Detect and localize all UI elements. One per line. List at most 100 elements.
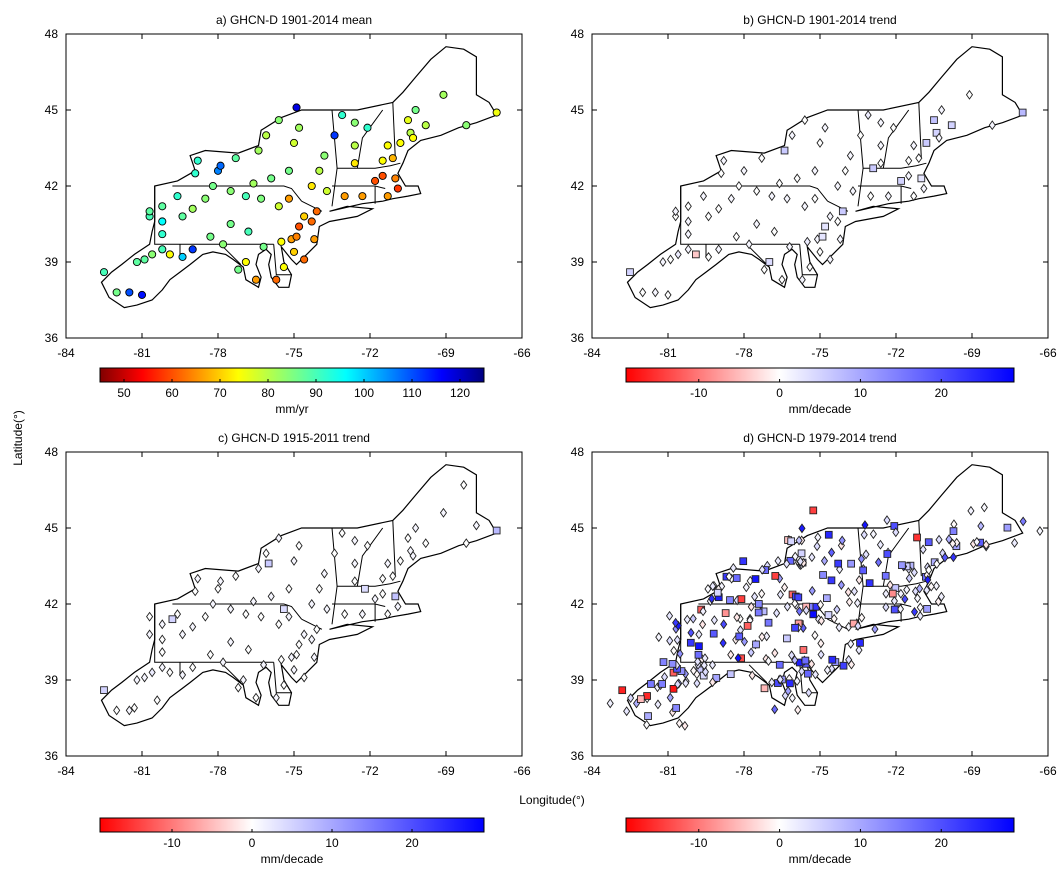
station-marker [802,605,810,616]
station-marker [363,540,372,551]
y-tick-label: 36 [571,331,585,345]
station-marker-significant [804,669,812,678]
station-marker [284,166,293,175]
station-marker [153,695,161,706]
panel-title: b) GHCN-D 1901-2014 trend [743,13,896,27]
station-marker [700,660,708,671]
station-marker [890,596,898,606]
station-marker [606,698,614,709]
station-marker [855,575,863,586]
station-marker [396,555,404,566]
station-marker [277,654,285,665]
station-marker [670,645,678,656]
x-tick-label: -75 [811,764,829,778]
colorbar-tick-label: 10 [325,836,339,850]
station-marker-significant [783,634,791,643]
station-marker [307,217,316,226]
station-marker-significant [818,232,827,241]
y-tick-label: 45 [571,521,585,535]
state-border [680,186,800,245]
state-border [356,527,384,587]
station-marker [241,257,250,267]
station-marker-significant [930,116,938,124]
station-marker [826,254,834,265]
colorbar-tick-label: 50 [117,386,131,400]
station-marker [341,609,349,620]
station-marker [674,679,682,690]
station-marker [897,588,905,599]
station-marker [684,244,692,255]
station-marker [811,630,819,641]
station-marker [760,264,768,275]
station-marker [338,111,347,120]
station-marker [148,250,157,259]
station-marker [729,563,737,573]
station-marker [910,567,918,578]
station-marker [758,631,766,642]
station-marker [935,534,943,545]
station-marker [949,552,957,563]
station-marker [672,206,680,217]
station-marker [776,589,785,600]
station-marker [289,247,299,256]
station-marker-significant [280,605,288,613]
station-marker [876,539,884,550]
station-marker [793,173,801,184]
station-marker [173,192,182,201]
station-marker [254,563,263,574]
station-marker [300,629,308,640]
station-marker [916,583,924,594]
station-marker [257,611,265,622]
station-marker [864,110,872,121]
colorbar-tick-label: 10 [854,836,868,850]
station-marker-significant [764,618,773,627]
station-marker [412,523,420,533]
station-marker [967,505,975,516]
station-marker [786,241,794,252]
station-marker [133,675,141,685]
colorbar-tick-label: 80 [261,386,275,400]
station-marker [837,540,845,551]
station-marker [310,652,318,663]
station-marker [742,582,750,593]
station-marker [717,168,725,179]
station-marker [980,502,988,513]
station-marker [146,611,154,622]
station-marker [708,593,716,604]
station-marker [158,217,167,226]
station-marker-significant [890,522,899,530]
state-border [222,246,242,265]
station-marker [923,585,931,596]
station-marker-significant [618,686,627,695]
station-marker [808,552,816,563]
station-marker-significant [869,164,878,173]
station-marker [836,564,844,575]
station-marker [99,268,109,277]
station-marker-significant [822,594,831,603]
station-marker [903,584,911,595]
station-marker [920,183,928,194]
station-marker [227,604,235,615]
colorbar-tick-label: 60 [165,386,179,400]
station-marker [932,580,940,591]
station-marker [651,287,659,298]
station-marker [295,222,304,231]
station-marker-significant [865,579,874,587]
station-marker [869,529,877,540]
x-tick-label: -78 [735,346,753,360]
station-marker [727,649,735,660]
x-tick-label: -84 [583,764,601,778]
station-marker-significant [947,121,956,130]
station-marker [808,585,816,596]
station-marker [422,538,430,549]
station-marker [140,255,149,264]
station-marker [272,275,281,284]
station-marker-significant [787,537,796,546]
station-marker [384,558,392,569]
station-marker-significant [765,258,774,266]
state-border [154,604,274,663]
state-border [827,618,849,630]
station-marker [845,597,854,608]
station-marker [242,609,250,620]
y-tick-label: 39 [571,673,585,687]
